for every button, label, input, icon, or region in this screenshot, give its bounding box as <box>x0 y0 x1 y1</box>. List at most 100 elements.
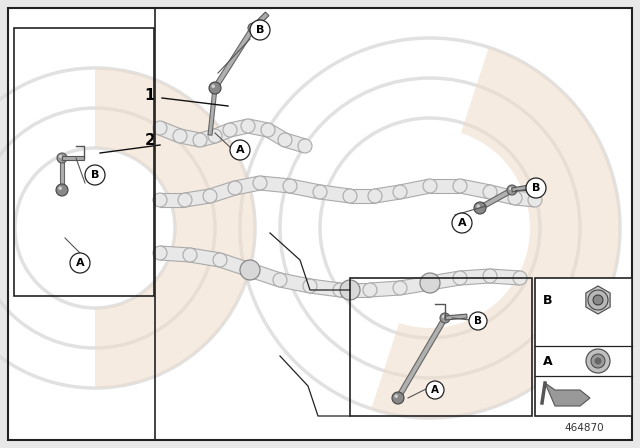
Circle shape <box>393 185 407 199</box>
Circle shape <box>58 186 62 190</box>
Circle shape <box>528 193 542 207</box>
Polygon shape <box>95 68 255 388</box>
Circle shape <box>474 202 486 214</box>
Polygon shape <box>488 185 516 205</box>
Circle shape <box>586 349 610 373</box>
Text: 2: 2 <box>144 133 155 147</box>
Circle shape <box>588 290 608 310</box>
Circle shape <box>211 84 215 88</box>
Circle shape <box>241 119 255 133</box>
Circle shape <box>333 283 347 297</box>
Circle shape <box>56 184 68 196</box>
Circle shape <box>253 176 267 190</box>
Text: A: A <box>76 258 84 268</box>
Text: B: B <box>532 183 540 193</box>
Circle shape <box>508 191 522 205</box>
Circle shape <box>208 129 222 143</box>
Circle shape <box>70 253 90 273</box>
Text: A: A <box>236 145 244 155</box>
Polygon shape <box>429 271 461 290</box>
Polygon shape <box>184 189 211 207</box>
Polygon shape <box>159 246 191 262</box>
Polygon shape <box>283 134 307 153</box>
Circle shape <box>423 179 437 193</box>
Circle shape <box>453 271 467 285</box>
Text: B: B <box>543 293 552 306</box>
Circle shape <box>526 178 546 198</box>
Circle shape <box>423 276 437 290</box>
Circle shape <box>178 193 192 207</box>
Circle shape <box>509 187 512 190</box>
Bar <box>350 278 532 416</box>
Circle shape <box>230 140 250 160</box>
Circle shape <box>209 82 221 94</box>
Circle shape <box>243 263 257 277</box>
Circle shape <box>57 153 67 163</box>
Polygon shape <box>460 269 490 285</box>
Polygon shape <box>369 281 401 297</box>
Polygon shape <box>212 124 232 142</box>
Circle shape <box>483 269 497 283</box>
Circle shape <box>483 185 497 199</box>
Text: A: A <box>543 354 552 367</box>
Circle shape <box>240 260 260 280</box>
Bar <box>535 278 632 416</box>
Circle shape <box>193 133 207 147</box>
Circle shape <box>426 381 444 399</box>
Polygon shape <box>189 248 221 267</box>
Circle shape <box>183 248 197 262</box>
Polygon shape <box>160 193 185 207</box>
Circle shape <box>223 123 237 137</box>
Circle shape <box>340 280 360 300</box>
Circle shape <box>442 315 445 318</box>
Polygon shape <box>234 176 261 195</box>
Polygon shape <box>246 119 269 137</box>
Text: B: B <box>256 25 264 35</box>
Circle shape <box>298 139 312 153</box>
Polygon shape <box>208 88 217 135</box>
Polygon shape <box>445 314 467 320</box>
Polygon shape <box>319 185 351 203</box>
Circle shape <box>507 185 517 195</box>
Circle shape <box>228 181 242 195</box>
Polygon shape <box>157 121 182 142</box>
Circle shape <box>593 295 603 305</box>
Polygon shape <box>430 179 460 193</box>
Circle shape <box>248 23 258 33</box>
Polygon shape <box>374 185 401 203</box>
Circle shape <box>303 279 317 293</box>
Circle shape <box>393 281 407 295</box>
Text: A: A <box>458 218 467 228</box>
Polygon shape <box>62 156 84 160</box>
Polygon shape <box>490 269 520 285</box>
Text: B: B <box>91 170 99 180</box>
Polygon shape <box>278 273 312 293</box>
Polygon shape <box>479 188 513 210</box>
Circle shape <box>392 392 404 404</box>
Circle shape <box>59 155 62 158</box>
Circle shape <box>313 185 327 199</box>
Circle shape <box>476 204 480 208</box>
Circle shape <box>213 253 227 267</box>
Circle shape <box>283 179 297 193</box>
Circle shape <box>591 354 605 368</box>
Circle shape <box>343 189 357 203</box>
Circle shape <box>250 20 270 40</box>
Circle shape <box>153 193 167 207</box>
Circle shape <box>513 271 527 285</box>
Polygon shape <box>459 179 492 199</box>
Polygon shape <box>511 185 532 192</box>
Polygon shape <box>545 383 590 406</box>
Polygon shape <box>399 276 431 295</box>
Polygon shape <box>228 119 250 137</box>
Bar <box>155 8 632 440</box>
Circle shape <box>368 189 382 203</box>
Polygon shape <box>198 129 217 147</box>
Circle shape <box>440 313 450 323</box>
Circle shape <box>363 283 377 297</box>
Circle shape <box>469 312 487 330</box>
Polygon shape <box>264 124 289 146</box>
Circle shape <box>173 129 187 143</box>
Circle shape <box>453 179 467 193</box>
Circle shape <box>261 123 275 137</box>
